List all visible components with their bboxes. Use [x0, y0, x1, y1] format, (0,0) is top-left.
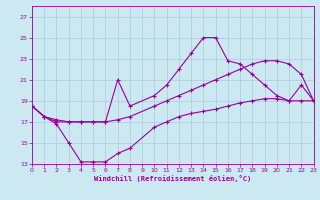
X-axis label: Windchill (Refroidissement éolien,°C): Windchill (Refroidissement éolien,°C): [94, 175, 252, 182]
